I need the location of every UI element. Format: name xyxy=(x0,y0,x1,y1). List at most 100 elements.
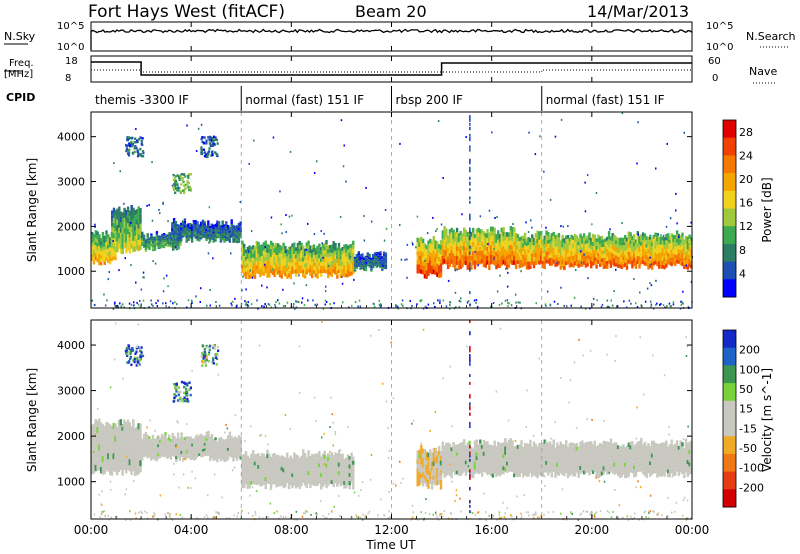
heatmap-cell xyxy=(218,453,221,457)
heatmap-cell xyxy=(130,205,133,211)
heatmap-cell xyxy=(142,241,146,243)
heatmap-cell xyxy=(532,253,536,257)
heatmap-cell xyxy=(643,233,647,238)
heatmap-cell xyxy=(658,241,661,246)
heatmap-cell xyxy=(543,248,546,253)
heatmap-cell xyxy=(128,465,131,472)
heatmap-cell xyxy=(243,479,246,484)
heatmap-cell xyxy=(182,454,185,458)
heatmap-cell xyxy=(348,460,351,465)
heatmap-cell xyxy=(321,265,325,270)
ytick-label: 3000 xyxy=(57,176,85,189)
heatmap-cell xyxy=(194,453,198,457)
heatmap-cell xyxy=(269,265,273,269)
heatmap-cell xyxy=(142,445,146,449)
heatmap-cell xyxy=(588,256,591,260)
heatmap-cell xyxy=(341,282,344,285)
heatmap-cell xyxy=(506,241,509,247)
heatmap-cell xyxy=(328,252,332,257)
heatmap-cell xyxy=(230,302,232,305)
heatmap-cell xyxy=(217,229,221,232)
heatmap-cell xyxy=(119,216,123,223)
heatmap-cell xyxy=(477,246,480,251)
heatmap-cell xyxy=(235,234,239,237)
heatmap-cell xyxy=(194,220,197,223)
heatmap-cell xyxy=(107,459,110,466)
heatmap-cell xyxy=(665,263,668,268)
heatmap-cell xyxy=(252,257,255,262)
heatmap-cell xyxy=(323,450,326,455)
heatmap-cell xyxy=(489,245,493,251)
heatmap-cell xyxy=(339,478,342,483)
heatmap-cell xyxy=(223,445,226,448)
heatmap-cell xyxy=(250,274,253,278)
heatmap-cell xyxy=(234,236,237,239)
heatmap-cell xyxy=(118,206,121,212)
heatmap-cell xyxy=(604,253,607,258)
heatmap-cell xyxy=(337,246,341,251)
heatmap-cell xyxy=(645,247,648,252)
heatmap-cell xyxy=(312,248,316,252)
heatmap-cell xyxy=(667,233,670,238)
heatmap-cell xyxy=(416,477,419,482)
heatmap-cell xyxy=(137,217,140,224)
heatmap-cell xyxy=(185,441,189,445)
heatmap-cell xyxy=(277,299,279,302)
heatmap-cell xyxy=(439,460,443,466)
heatmap-cell xyxy=(139,147,142,151)
heatmap-cell xyxy=(180,173,183,176)
heatmap-cell xyxy=(484,263,487,268)
heatmap-cell xyxy=(466,301,469,304)
heatmap-cell xyxy=(438,479,441,485)
heatmap-cell xyxy=(488,448,491,452)
heatmap-cell xyxy=(339,453,342,458)
heatmap-cell xyxy=(183,229,187,233)
heatmap-cell xyxy=(180,435,183,439)
heatmap-cell xyxy=(420,269,423,274)
heatmap-cell xyxy=(123,233,126,239)
heatmap-cell xyxy=(663,253,666,258)
heatmap-cell xyxy=(380,304,382,307)
heatmap-cell xyxy=(368,258,371,261)
heatmap-cell xyxy=(266,252,269,257)
heatmap-cell xyxy=(105,451,108,458)
heatmap-cell xyxy=(286,456,289,461)
heatmap-cell xyxy=(128,221,132,227)
heatmap-cell xyxy=(252,479,255,484)
heatmap-cell xyxy=(286,267,289,272)
heatmap-cell xyxy=(316,270,319,275)
heatmap-cell xyxy=(541,246,545,251)
heatmap-cell xyxy=(557,256,561,261)
heatmap-cell xyxy=(690,221,692,224)
heatmap-cell xyxy=(432,240,435,246)
heatmap-cell xyxy=(512,223,514,225)
heatmap-cell xyxy=(423,265,427,270)
heatmap-cell xyxy=(208,232,212,235)
heatmap-cell xyxy=(160,434,164,437)
heatmap-cell xyxy=(101,455,105,463)
heatmap-cell xyxy=(355,257,359,260)
heatmap-cell xyxy=(234,228,237,231)
heatmap-cell xyxy=(214,448,217,452)
heatmap-cell xyxy=(661,256,664,261)
heatmap-cell xyxy=(273,244,276,249)
heatmap-cell xyxy=(686,253,689,258)
heatmap-cell xyxy=(111,232,114,238)
heatmap-cell xyxy=(140,236,143,239)
heatmap-cell xyxy=(171,444,174,448)
heatmap-cell xyxy=(91,461,94,469)
heatmap-cell xyxy=(493,260,496,266)
colorbar-tick-label: 4 xyxy=(739,267,746,280)
heatmap-cell xyxy=(164,435,167,439)
heatmap-cell xyxy=(91,246,94,251)
heatmap-cell xyxy=(96,458,99,465)
heatmap-cell xyxy=(198,235,201,238)
heatmap-cell xyxy=(616,305,619,308)
heatmap-cell xyxy=(523,261,527,266)
heatmap-cell xyxy=(327,457,330,462)
heatmap-cell xyxy=(253,465,257,470)
heatmap-cell xyxy=(186,124,188,127)
heatmap-cell xyxy=(134,246,137,252)
heatmap-cell xyxy=(595,238,598,243)
heatmap-cell xyxy=(208,240,212,243)
